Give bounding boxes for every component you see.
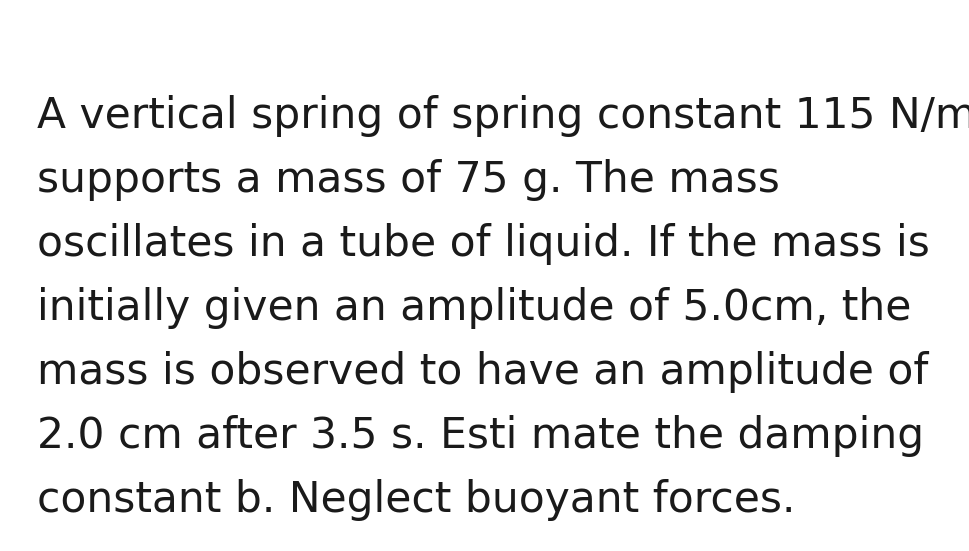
Text: mass is observed to have an amplitude of: mass is observed to have an amplitude of: [37, 351, 928, 393]
Text: A vertical spring of spring constant 115 N/m: A vertical spring of spring constant 115…: [37, 95, 969, 137]
Text: constant b. Neglect buoyant forces.: constant b. Neglect buoyant forces.: [37, 479, 796, 521]
Text: supports a mass of 75 g. The mass: supports a mass of 75 g. The mass: [37, 159, 780, 201]
Text: initially given an amplitude of 5.0cm, the: initially given an amplitude of 5.0cm, t…: [37, 287, 912, 329]
Text: oscillates in a tube of liquid. If the mass is: oscillates in a tube of liquid. If the m…: [37, 223, 930, 265]
Text: 2.0 cm after 3.5 s. Esti mate the damping: 2.0 cm after 3.5 s. Esti mate the dampin…: [37, 415, 924, 457]
